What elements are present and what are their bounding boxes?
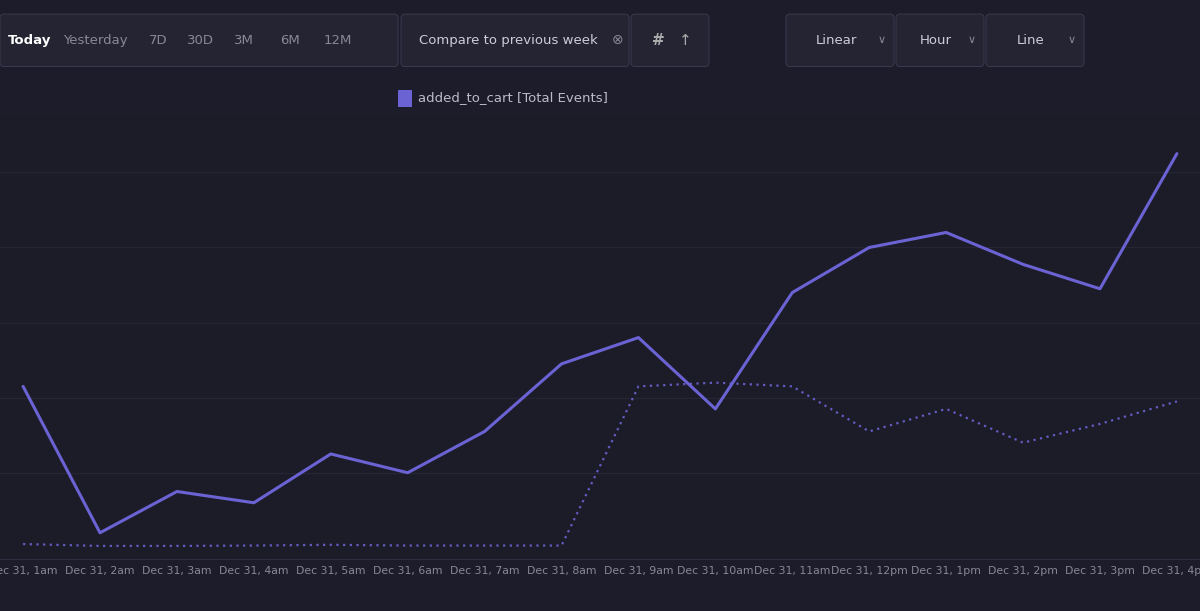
Text: 6M: 6M bbox=[280, 34, 300, 47]
FancyBboxPatch shape bbox=[631, 14, 709, 67]
Text: 12M: 12M bbox=[324, 34, 352, 47]
Text: Yesterday: Yesterday bbox=[62, 34, 127, 47]
Text: ∨: ∨ bbox=[1068, 35, 1076, 45]
FancyBboxPatch shape bbox=[896, 14, 984, 67]
Text: 3M: 3M bbox=[234, 34, 254, 47]
Text: 30D: 30D bbox=[186, 34, 214, 47]
FancyBboxPatch shape bbox=[786, 14, 894, 67]
Text: ∨: ∨ bbox=[968, 35, 976, 45]
Text: Line: Line bbox=[1018, 34, 1045, 47]
Text: ∨: ∨ bbox=[878, 35, 886, 45]
Text: added_to_cart [Total Events]: added_to_cart [Total Events] bbox=[418, 91, 608, 104]
Text: Hour: Hour bbox=[920, 34, 952, 47]
FancyBboxPatch shape bbox=[0, 14, 398, 67]
FancyBboxPatch shape bbox=[398, 89, 412, 108]
FancyBboxPatch shape bbox=[986, 14, 1084, 67]
Text: Linear: Linear bbox=[815, 34, 857, 47]
Text: ⊗: ⊗ bbox=[612, 34, 624, 47]
Text: ↑: ↑ bbox=[679, 33, 691, 48]
Text: #: # bbox=[652, 33, 665, 48]
FancyBboxPatch shape bbox=[401, 14, 629, 67]
Text: Compare to previous week: Compare to previous week bbox=[419, 34, 598, 47]
Text: 7D: 7D bbox=[149, 34, 167, 47]
Text: Today: Today bbox=[8, 34, 52, 47]
